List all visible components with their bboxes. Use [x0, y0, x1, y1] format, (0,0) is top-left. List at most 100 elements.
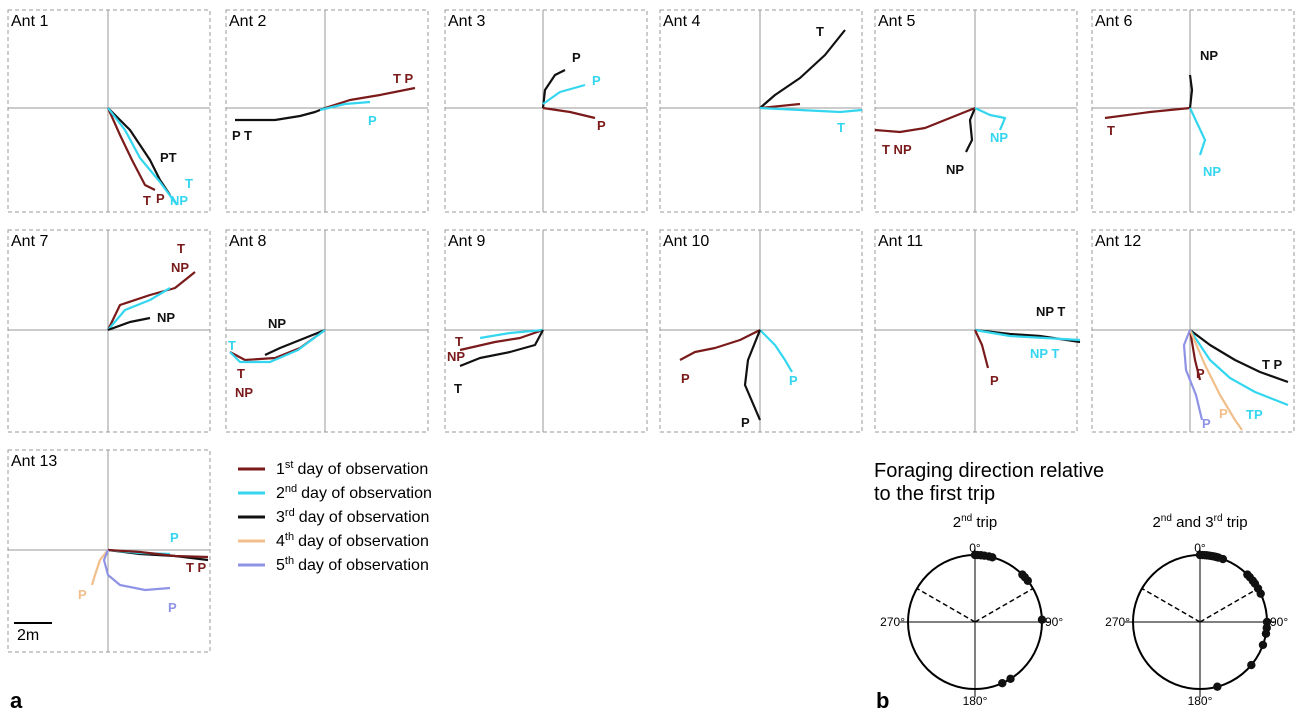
polar-title-suffix: rd — [1214, 513, 1223, 524]
panel-letter-b: b — [876, 688, 889, 713]
polar-data-point — [988, 553, 997, 562]
trip-marker: NP — [1200, 48, 1218, 63]
trajectory-line — [229, 329, 326, 364]
legend-entry: 3rd day of observation — [276, 507, 429, 526]
trajectory-line — [542, 106, 596, 120]
polar-title-ordinal: 2 — [1152, 514, 1160, 531]
polar-title-line1: Foraging direction relative — [874, 460, 1104, 482]
trajectory-panel: Ant 8 NP TT NP — [225, 229, 429, 433]
trip-marker: P — [168, 600, 177, 615]
trajectory-line — [1182, 329, 1204, 421]
scale-bar-label: 2m — [17, 627, 39, 644]
trip-marker: T P — [186, 560, 207, 575]
legend-entry: 4th day of observation — [276, 531, 429, 550]
trip-marker: P — [990, 373, 999, 388]
polar-tick-180: 180° — [963, 694, 988, 708]
polar-tick-270: 270° — [880, 615, 905, 629]
trip-marker: NP T — [1036, 304, 1065, 319]
trip-marker: NP — [1203, 164, 1221, 179]
trajectory-line — [229, 329, 326, 362]
panel-label: Ant 1 — [11, 13, 48, 30]
trip-marker: P — [789, 373, 798, 388]
panel-frame — [225, 9, 429, 213]
legend-ordinal-suffix: st — [285, 459, 294, 471]
trip-marker: T — [455, 334, 463, 349]
trip-marker: NP — [990, 130, 1008, 145]
polar-data-point — [1256, 589, 1265, 598]
panel-label: Ant 3 — [448, 13, 485, 30]
trip-marker: NP — [170, 193, 188, 208]
polar-tick-90: 90° — [1270, 615, 1288, 629]
scale-bar: 2m — [14, 622, 52, 644]
panel-frame — [7, 449, 211, 653]
panel-label: Ant 4 — [663, 13, 700, 30]
trajectory-line — [1188, 329, 1243, 431]
legend-ordinal-suffix: th — [285, 555, 294, 567]
legend-ordinal: 4 — [276, 533, 285, 550]
panel-label: Ant 11 — [878, 233, 923, 250]
trajectory-line — [479, 328, 544, 340]
trajectory-line — [459, 329, 544, 368]
polar-title-suffix: nd — [1161, 513, 1172, 524]
panel-frame — [1091, 229, 1295, 433]
legend-ordinal-suffix: nd — [285, 483, 297, 495]
trajectory-line — [107, 107, 178, 206]
trajectory-line — [324, 86, 416, 110]
panel-frame — [874, 229, 1078, 433]
trip-marker: T — [837, 120, 845, 135]
panel-label: Ant 5 — [878, 13, 915, 30]
polar-tick-180: 180° — [1188, 694, 1213, 708]
trip-marker: P — [78, 587, 87, 602]
polar-data-point — [1213, 682, 1222, 691]
legend-text: day of observation — [299, 509, 430, 526]
trajectory-line — [679, 329, 761, 361]
polar-data-point — [1258, 640, 1268, 650]
trip-marker: T — [143, 193, 151, 208]
trajectory-line — [743, 329, 762, 421]
panel-label: Ant 6 — [1095, 13, 1132, 30]
legend-ordinal: 2 — [276, 485, 285, 502]
legend-text: day of observation — [298, 557, 429, 574]
trajectory-panel: Ant 10 P P P — [659, 229, 863, 433]
trip-marker: T — [185, 176, 193, 191]
legend-ordinal-suffix: rd — [285, 507, 295, 519]
panel-frame — [874, 9, 1078, 213]
panel-letter-a: a — [10, 688, 23, 713]
trajectory-line — [1189, 107, 1207, 156]
trip-marker: NP — [447, 349, 465, 364]
trajectory-line — [1189, 329, 1289, 384]
panel-label: Ant 2 — [229, 13, 266, 30]
legend-entry: 5th day of observation — [276, 555, 429, 574]
polar-title-line2: to the first trip — [874, 483, 995, 505]
trajectory-line — [1189, 329, 1289, 407]
panel-frame — [444, 9, 648, 213]
legend-text: day of observation — [297, 461, 428, 478]
legend-ordinal: 1 — [276, 461, 285, 478]
polar-sector-line — [1141, 587, 1201, 623]
polar-sector-line — [1199, 587, 1259, 623]
trip-marker: P — [597, 118, 606, 133]
legend-text: day of observation — [298, 533, 429, 550]
polar-plot: 2nd and 3rd trip 0° 90° 180° 270° — [1105, 513, 1288, 708]
trip-marker: T — [228, 338, 236, 353]
polar-title-mid: and 3 — [1172, 514, 1214, 531]
panel-label: Ant 9 — [448, 233, 485, 250]
panel-frame — [225, 229, 429, 433]
polar-tick-270: 270° — [1105, 615, 1130, 629]
trip-marker: T NP — [882, 142, 912, 157]
trajectory-panel: Ant 4 T T — [659, 9, 863, 213]
trip-marker: NP — [157, 310, 175, 325]
trip-marker: T — [816, 24, 824, 39]
legend-ordinal: 5 — [276, 557, 285, 574]
trajectory-line — [235, 106, 326, 122]
polar-data-point — [1261, 629, 1271, 638]
legend-ordinal: 3 — [276, 509, 285, 526]
trajectory-panel: Ant 13 P T P P P — [7, 449, 211, 653]
polar-plot-title: 2nd and 3rd trip — [1152, 513, 1247, 531]
legend-entry: 1st day of observation — [276, 459, 428, 478]
trip-marker: NP — [235, 385, 253, 400]
trip-marker: P — [1196, 366, 1205, 381]
